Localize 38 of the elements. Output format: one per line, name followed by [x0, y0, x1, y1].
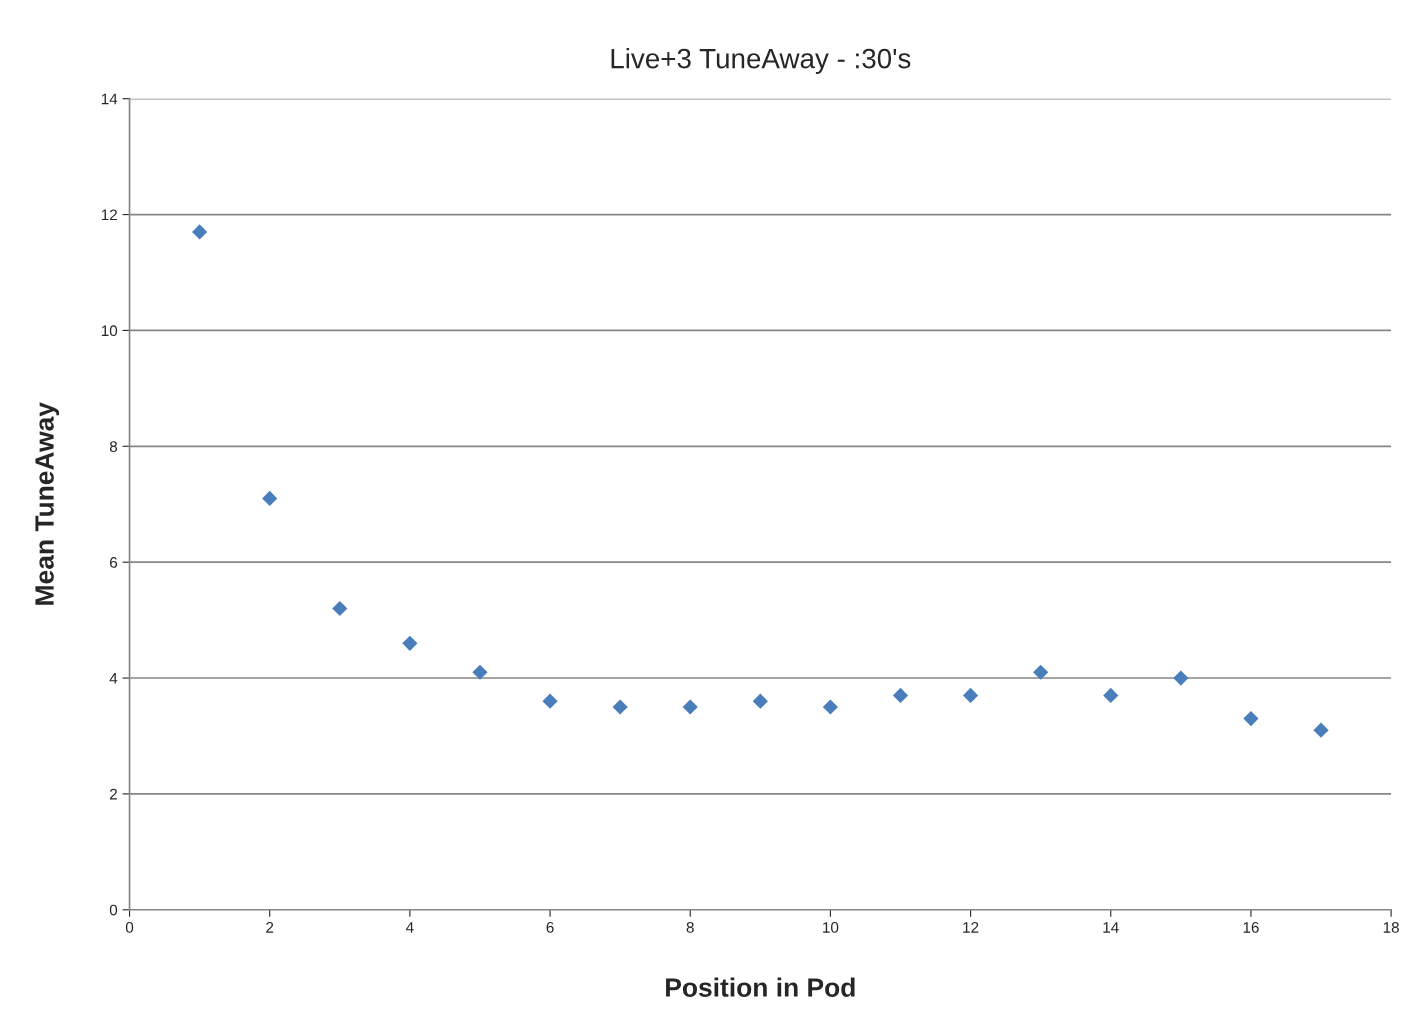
point: [1313, 722, 1329, 738]
point: [542, 693, 558, 709]
x-tick-label: 8: [686, 921, 694, 933]
point: [682, 699, 698, 715]
point: [262, 490, 278, 507]
point: [612, 699, 628, 715]
y-tick-label: 8: [109, 441, 118, 452]
x-axis-title: Position in Pod: [666, 977, 855, 997]
point: [892, 687, 909, 704]
x-tick-label: 2: [266, 921, 274, 933]
y-axis-title: Mean TuneAway: [35, 402, 60, 605]
x-tick-label: 14: [1103, 922, 1119, 933]
y-tick-label: 10: [101, 325, 118, 337]
y-tick-label: 12: [101, 209, 117, 221]
point: [1033, 664, 1049, 680]
point: [472, 664, 488, 680]
x-tick-label: 16: [1243, 921, 1259, 933]
point: [822, 699, 839, 715]
y-tick-label: 14: [101, 93, 118, 105]
point: [1243, 710, 1259, 727]
point: [752, 693, 768, 709]
x-tick-label: 18: [1383, 921, 1399, 933]
point: [1103, 687, 1119, 704]
point: [1173, 670, 1189, 686]
y-tick-label: 0: [109, 904, 118, 916]
y-tick-label: 2: [110, 788, 117, 800]
chart-title: Live+3 TuneAway - :30's: [611, 48, 911, 74]
point: [962, 687, 979, 704]
x-tick-label: 10: [823, 921, 839, 933]
point: [192, 224, 208, 240]
point: [332, 600, 348, 617]
y-tick-label: 6: [110, 557, 118, 568]
x-tick-label: 0: [125, 921, 134, 933]
y-tick-label: 4: [109, 673, 118, 684]
x-tick-label: 12: [963, 921, 979, 933]
x-tick-label: 6: [546, 921, 554, 933]
point: [402, 635, 418, 651]
x-tick-label: 4: [405, 922, 414, 933]
